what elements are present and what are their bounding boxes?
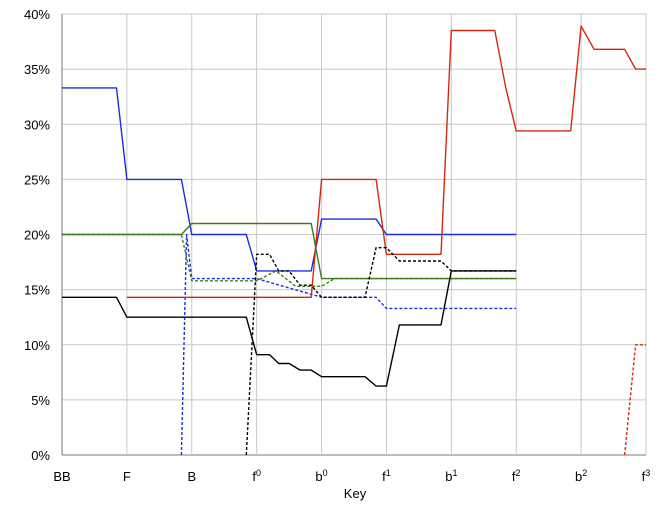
y-tick-label: 15% — [24, 283, 50, 298]
y-tick-label: 0% — [31, 448, 50, 463]
y-axis-tick-labels: 0% 5% 10% 15% 20% 25% 30% 35% 40% — [24, 7, 50, 463]
y-tick-label: 10% — [24, 338, 50, 353]
series-line — [623, 344, 646, 456]
series-line — [62, 87, 517, 272]
x-axis-title: Key — [344, 486, 367, 501]
x-tick-label: BB — [53, 469, 70, 484]
series-lines — [62, 25, 646, 456]
series-line — [62, 222, 517, 280]
x-tick-label: B — [187, 469, 196, 484]
x-tick-label: b2 — [575, 468, 587, 484]
y-tick-label: 40% — [24, 7, 50, 22]
x-tick-label: b0 — [315, 468, 327, 484]
y-tick-label: 5% — [31, 393, 50, 408]
y-tick-label: 30% — [24, 117, 50, 132]
series-line — [245, 246, 517, 456]
x-tick-label: b1 — [445, 468, 457, 484]
y-tick-label: 35% — [24, 62, 50, 77]
y-tick-label: 25% — [24, 172, 50, 187]
x-tick-label: f3 — [642, 468, 651, 484]
y-tick-label: 20% — [24, 228, 50, 243]
series-line — [126, 25, 646, 298]
x-tick-label: f0 — [252, 468, 261, 484]
x-tick-label: f1 — [382, 468, 391, 484]
series-line — [62, 233, 517, 287]
series-line — [62, 270, 517, 387]
series-line — [180, 233, 517, 456]
x-tick-label: f2 — [512, 468, 521, 484]
x-tick-label: F — [123, 469, 131, 484]
